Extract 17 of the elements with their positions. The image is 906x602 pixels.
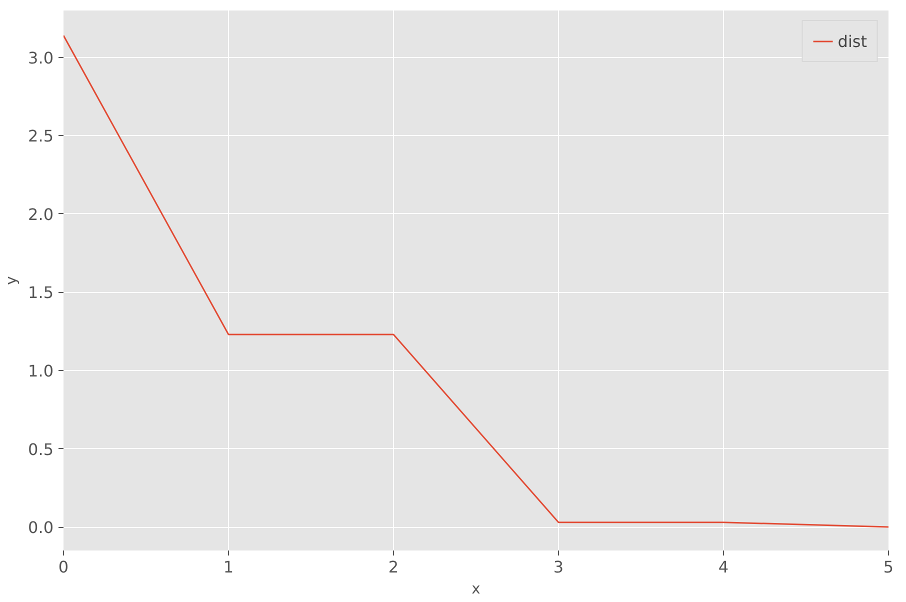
- y-tick-label: 3.0: [28, 48, 54, 68]
- y-tick-label: 1.0: [28, 362, 54, 380]
- line-series: [64, 34, 888, 528]
- x-tick-label: 2: [388, 558, 399, 576]
- y-tick-label: 1.5: [28, 283, 54, 302]
- x-axis-title: x: [472, 580, 481, 598]
- x-tick-label: 4: [718, 558, 729, 576]
- x-tick-label: 3: [553, 558, 564, 576]
- y-axis-title: y: [3, 276, 20, 285]
- y-tick-label: 2.0: [28, 204, 54, 224]
- y-tick-label: 0.0: [28, 518, 54, 538]
- x-tick-label: 5: [883, 558, 894, 576]
- x-tick-label: 1: [223, 558, 234, 576]
- y-tick-label: 0.5: [28, 440, 54, 459]
- x-tick-label: 0: [58, 558, 69, 576]
- legend-label: dist: [838, 32, 867, 50]
- y-tick-label: 2.5: [28, 126, 54, 146]
